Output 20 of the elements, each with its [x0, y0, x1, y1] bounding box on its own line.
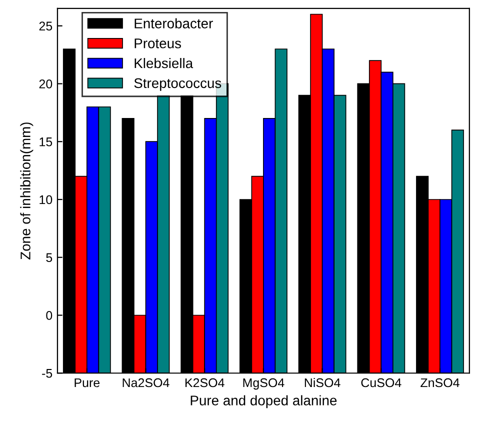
- x-tick-label: Pure: [74, 378, 100, 388]
- x-tick-label: NiSO4: [304, 378, 340, 388]
- y-tick-label: 25: [39, 22, 52, 30]
- y-axis-title: Zone of inhibition(mm): [20, 122, 34, 260]
- legend-label: Proteus: [134, 38, 181, 48]
- legend-label: Enterobacter: [134, 18, 213, 28]
- y-tick-label: 0: [46, 311, 52, 320]
- x-tick-label: K2SO4: [185, 378, 224, 388]
- y-tick-label: 20: [39, 80, 52, 88]
- legend-label: Klebsiella: [134, 58, 194, 68]
- x-tick-label: CuSO4: [361, 378, 402, 388]
- y-tick-label: -5: [42, 369, 52, 378]
- x-tick-label: MgSO4: [243, 378, 284, 390]
- x-tick-label: ZnSO4: [420, 378, 460, 388]
- legend-label: Streptococcus: [134, 78, 222, 91]
- y-tick-label: 10: [40, 195, 52, 204]
- y-tick-label: 5: [46, 253, 52, 262]
- y-tick-label: 15: [40, 138, 52, 146]
- x-axis-title: Pure and doped alanine: [190, 395, 337, 408]
- x-tick-label: Na2SO4: [122, 378, 170, 388]
